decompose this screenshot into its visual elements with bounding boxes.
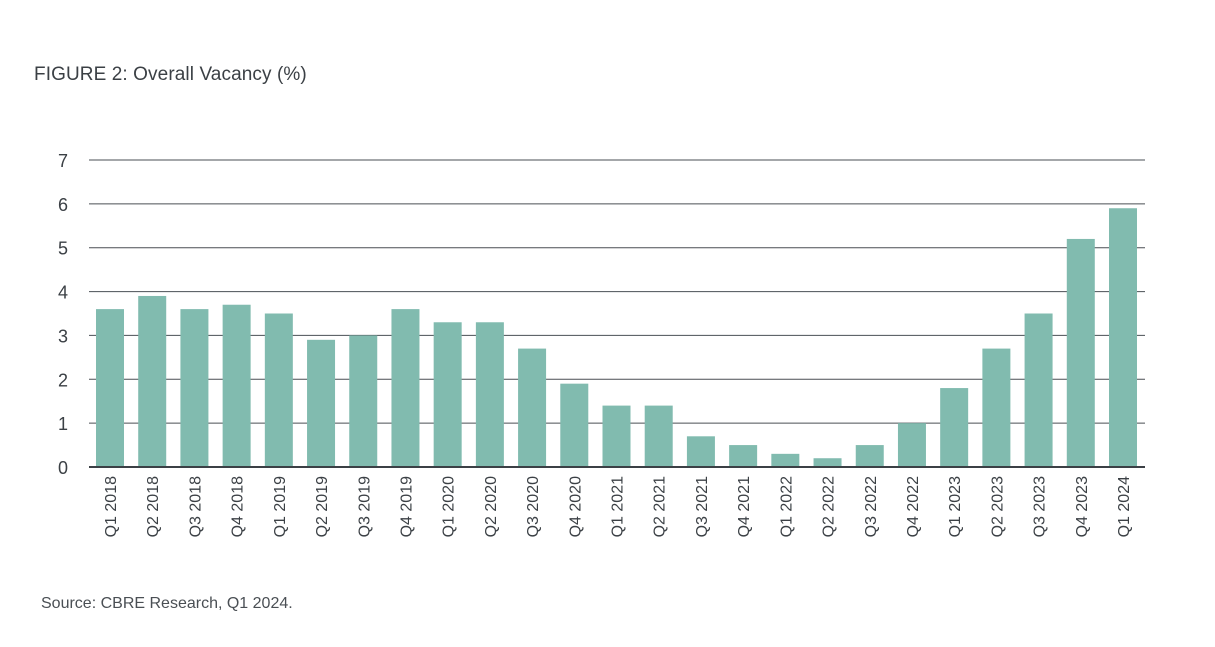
bar-q1-2022 bbox=[771, 453, 800, 467]
bar-q3-2021 bbox=[686, 436, 715, 467]
x-tick-label: Q1 2023 bbox=[947, 476, 964, 537]
x-tick-label: Q4 2020 bbox=[567, 476, 584, 537]
x-tick-label: Q2 2022 bbox=[821, 476, 838, 537]
x-tick-label: Q4 2019 bbox=[398, 476, 415, 537]
y-tick-label: 4 bbox=[58, 283, 68, 303]
y-tick-label: 2 bbox=[58, 370, 68, 390]
bar-q3-2019 bbox=[349, 335, 378, 467]
x-tick-label: Q2 2018 bbox=[145, 476, 162, 537]
x-tick-label: Q4 2021 bbox=[736, 476, 753, 537]
x-tick-label: Q2 2023 bbox=[989, 476, 1006, 537]
bar-q2-2022 bbox=[813, 458, 842, 467]
bar-q3-2022 bbox=[855, 445, 884, 467]
bar-q2-2018 bbox=[138, 295, 167, 467]
bar-q4-2020 bbox=[560, 383, 589, 467]
x-tick-label: Q3 2019 bbox=[356, 476, 373, 537]
x-tick-label: Q2 2020 bbox=[483, 476, 500, 537]
x-tick-label: Q2 2021 bbox=[652, 476, 669, 537]
bar-q4-2018 bbox=[222, 304, 251, 467]
bar-q3-2018 bbox=[180, 309, 209, 467]
bar-q4-2021 bbox=[729, 445, 758, 467]
y-tick-label: 7 bbox=[58, 151, 68, 171]
bar-q1-2023 bbox=[940, 388, 969, 467]
bar-q2-2023 bbox=[982, 348, 1011, 467]
y-tick-label: 0 bbox=[58, 458, 68, 478]
bar-q1-2020 bbox=[433, 322, 462, 467]
source-note: Source: CBRE Research, Q1 2024. bbox=[41, 595, 293, 612]
bar-q3-2020 bbox=[518, 348, 547, 467]
y-tick-label: 3 bbox=[58, 326, 68, 346]
y-tick-label: 1 bbox=[58, 414, 68, 434]
bar-q4-2019 bbox=[391, 309, 420, 467]
bar-q3-2023 bbox=[1024, 313, 1053, 467]
x-tick-label: Q3 2022 bbox=[863, 476, 880, 537]
bar-q1-2021 bbox=[602, 405, 631, 467]
x-tick-label: Q1 2018 bbox=[103, 476, 120, 537]
x-tick-label: Q1 2024 bbox=[1116, 476, 1133, 537]
chart-title: FIGURE 2: Overall Vacancy (%) bbox=[34, 64, 307, 85]
bar-q1-2018 bbox=[96, 309, 124, 467]
x-tick-label: Q1 2019 bbox=[272, 476, 289, 537]
x-tick-label: Q4 2022 bbox=[905, 476, 922, 537]
bar-q1-2019 bbox=[264, 313, 293, 467]
x-tick-label: Q1 2022 bbox=[778, 476, 795, 537]
bar-q2-2019 bbox=[307, 339, 336, 467]
x-tick-label: Q4 2023 bbox=[1074, 476, 1091, 537]
bar-q2-2021 bbox=[644, 405, 673, 467]
bar-q2-2020 bbox=[475, 322, 504, 467]
y-tick-label: 6 bbox=[58, 195, 68, 215]
x-tick-label: Q3 2018 bbox=[187, 476, 204, 537]
bar-q4-2022 bbox=[897, 423, 926, 467]
y-tick-label: 5 bbox=[58, 239, 68, 259]
bar-q1-2024 bbox=[1109, 208, 1137, 468]
x-axis-ticks: Q1 2018 Q2 2018 Q3 2018 Q4 2018 Q1 2019 Q2 20… bbox=[103, 476, 1133, 537]
x-tick-label: Q1 2020 bbox=[441, 476, 458, 537]
x-tick-label: Q3 2020 bbox=[525, 476, 542, 537]
bars bbox=[96, 208, 1137, 468]
x-tick-label: Q3 2023 bbox=[1032, 476, 1049, 537]
x-tick-label: Q1 2021 bbox=[610, 476, 627, 537]
x-tick-label: Q2 2019 bbox=[314, 476, 331, 537]
x-tick-label: Q3 2021 bbox=[694, 476, 711, 537]
y-axis-ticks: 0 1 2 3 4 5 6 7 bbox=[58, 151, 68, 478]
x-tick-label: Q4 2018 bbox=[230, 476, 247, 537]
bar-q4-2023 bbox=[1066, 238, 1095, 467]
